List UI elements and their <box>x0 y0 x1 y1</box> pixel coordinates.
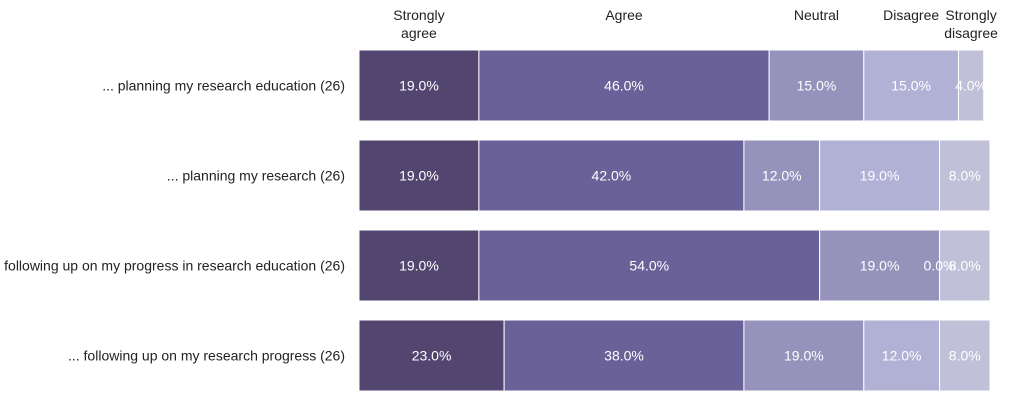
data-label: 12.0% <box>762 168 802 184</box>
bar-segment <box>768 49 865 122</box>
data-label: 19.0% <box>399 168 439 184</box>
category-label: ... planning my research education (26) <box>102 78 345 94</box>
legend-label: Disagree <box>883 7 939 23</box>
category-label: ... following up on my research progress… <box>68 348 345 364</box>
data-label: 8.0% <box>949 258 981 274</box>
data-label: 23.0% <box>412 348 452 364</box>
bar-segment <box>478 229 821 302</box>
legend-label: Strongly agree <box>393 7 444 41</box>
data-label: 0.0% <box>924 258 956 274</box>
data-label: 46.0% <box>604 78 644 94</box>
bar-segment <box>939 139 991 212</box>
data-label: 15.0% <box>797 78 837 94</box>
bar-segment <box>358 229 480 302</box>
bar-segment <box>819 139 941 212</box>
bar-segment <box>939 319 991 392</box>
data-label: 54.0% <box>629 258 669 274</box>
data-label: 8.0% <box>949 168 981 184</box>
bar-segment <box>478 139 745 212</box>
bar-segment <box>957 49 985 122</box>
data-label: 12.0% <box>882 348 922 364</box>
bar-segment <box>358 319 505 392</box>
data-label: 42.0% <box>592 168 632 184</box>
data-label: 38.0% <box>604 348 644 364</box>
legend-label: Strongly disagree <box>944 7 998 41</box>
category-label: ... planning my research (26) <box>167 168 345 184</box>
data-label: 8.0% <box>949 348 981 364</box>
data-label: 19.0% <box>399 78 439 94</box>
bar-segment <box>358 49 480 122</box>
legend-label: Agree <box>605 7 643 23</box>
bar-segment <box>478 49 770 122</box>
legend-label: Neutral <box>794 7 839 23</box>
data-label: 19.0% <box>860 258 900 274</box>
data-label: 19.0% <box>860 168 900 184</box>
data-label: 19.0% <box>784 348 824 364</box>
bar-segment <box>743 319 865 392</box>
bar-segment <box>358 139 480 212</box>
bar-segment <box>503 319 745 392</box>
category-label: following up on my progress in research … <box>4 258 345 274</box>
data-label: 4.0% <box>955 78 987 94</box>
bar-segment <box>863 49 959 122</box>
data-label: 19.0% <box>399 258 439 274</box>
bar-segment <box>743 139 821 212</box>
bar-segment <box>939 229 991 302</box>
data-label: 15.0% <box>891 78 931 94</box>
